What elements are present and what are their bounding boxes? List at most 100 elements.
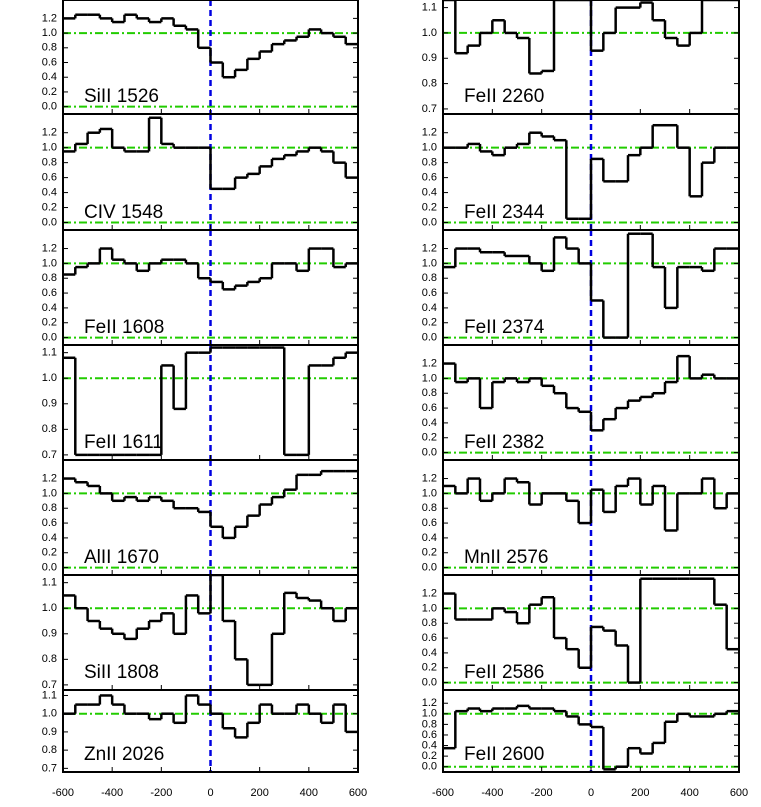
- y-tick-label: 0.8: [42, 272, 57, 284]
- y-tick-label: 0.6: [422, 172, 437, 184]
- y-tick-label: 0.8: [422, 718, 437, 730]
- y-tick-label: 1.2: [422, 697, 437, 709]
- x-tick-label: 200: [631, 787, 649, 799]
- line-label: CIV 1548: [84, 202, 163, 223]
- y-tick-label: 0.6: [42, 287, 57, 299]
- y-tick-label: 0.8: [422, 78, 437, 90]
- y-tick-label: 1.0: [422, 257, 437, 269]
- panel: [63, 345, 358, 460]
- y-tick-label: 0.8: [42, 744, 57, 756]
- panel: [63, 460, 358, 575]
- y-tick-label: 0.2: [422, 432, 437, 444]
- y-tick-label: 0.0: [422, 561, 437, 573]
- line-label: SiII 1808: [84, 662, 159, 683]
- y-tick-label: 0.4: [42, 302, 57, 314]
- y-tick-label: 0.7: [42, 679, 57, 691]
- panel: [443, 690, 739, 772]
- y-tick-label: 0.9: [42, 398, 57, 410]
- x-tick-label: -400: [481, 787, 503, 799]
- line-label: FeII 2586: [464, 662, 544, 683]
- y-tick-label: 1.0: [42, 487, 57, 499]
- y-tick-label: 1.2: [42, 472, 57, 484]
- x-tick-label: -200: [531, 787, 553, 799]
- panel: [443, 230, 739, 345]
- y-tick-label: 1.0: [42, 142, 57, 154]
- y-tick-label: 0.0: [422, 216, 437, 228]
- y-tick-label: 0.8: [422, 387, 437, 399]
- x-tick-label: -600: [432, 787, 454, 799]
- y-tick-label: 0.8: [422, 272, 437, 284]
- y-tick-label: 0.8: [42, 42, 57, 54]
- x-tick-label: 0: [207, 787, 213, 799]
- y-tick-label: 1.0: [422, 708, 437, 720]
- line-label: FeII 2260: [464, 86, 544, 107]
- panel: [63, 575, 358, 690]
- y-tick-label: 1.2: [422, 127, 437, 139]
- line-label: FeII 2374: [464, 317, 545, 338]
- y-tick-label: 0.6: [42, 517, 57, 529]
- y-tick-label: 0.8: [42, 423, 57, 435]
- y-tick-label: 0.4: [422, 417, 437, 429]
- y-tick-label: 0.0: [42, 216, 57, 228]
- y-tick-label: 0.4: [422, 302, 437, 314]
- panel: [443, 0, 739, 114]
- y-tick-label: 0.8: [42, 653, 57, 665]
- y-tick-label: 0.2: [422, 317, 437, 329]
- line-label: FeII 1611: [84, 432, 163, 453]
- x-tick-label: -400: [101, 787, 123, 799]
- y-tick-label: 1.2: [422, 472, 437, 484]
- y-tick-label: 1.1: [422, 2, 437, 14]
- panel: [63, 230, 358, 345]
- y-tick-label: 0.6: [422, 729, 437, 741]
- line-label: FeII 2600: [464, 744, 544, 765]
- y-tick-label: 1.0: [422, 142, 437, 154]
- y-tick-label: 0.6: [422, 517, 437, 529]
- panel: [443, 460, 739, 575]
- y-tick-label: 0.0: [422, 446, 437, 458]
- y-tick-label: 0.4: [42, 71, 57, 83]
- y-tick-label: 0.7: [42, 449, 57, 461]
- y-tick-label: 1.0: [422, 602, 437, 614]
- y-tick-label: 0.8: [422, 157, 437, 169]
- y-tick-label: 0.6: [422, 287, 437, 299]
- x-tick-label: 200: [250, 787, 268, 799]
- y-tick-label: 1.1: [42, 689, 57, 701]
- y-tick-label: 0.4: [422, 739, 437, 751]
- panel: [443, 114, 739, 230]
- y-tick-label: 1.0: [42, 602, 57, 614]
- x-tick-label: 0: [588, 787, 594, 799]
- y-tick-label: 0.8: [422, 617, 437, 629]
- y-tick-label: 0.2: [422, 662, 437, 674]
- y-tick-label: 0.4: [422, 186, 437, 198]
- y-tick-label: 1.2: [42, 242, 57, 254]
- y-tick-label: 0.0: [42, 101, 57, 113]
- y-tick-label: 1.0: [422, 372, 437, 384]
- y-tick-label: 1.0: [422, 487, 437, 499]
- line-label: FeII 1608: [84, 317, 164, 338]
- y-tick-label: 0.2: [422, 750, 437, 762]
- panel: [63, 0, 358, 114]
- x-tick-label: -200: [150, 787, 172, 799]
- y-tick-label: 0.4: [422, 647, 437, 659]
- line-label: ZnII 2026: [84, 744, 164, 765]
- x-tick-label: 600: [349, 787, 367, 799]
- x-tick-label: -600: [52, 787, 74, 799]
- y-tick-label: 1.2: [422, 242, 437, 254]
- y-tick-label: 0.4: [42, 186, 57, 198]
- line-label: FeII 2344: [464, 202, 545, 223]
- y-tick-label: 0.9: [422, 52, 437, 64]
- y-tick-label: 0.4: [422, 532, 437, 544]
- y-tick-label: 0.2: [42, 86, 57, 98]
- y-tick-label: 0.0: [422, 676, 437, 688]
- y-tick-label: 0.8: [422, 502, 437, 514]
- y-tick-label: 1.0: [42, 27, 57, 39]
- y-tick-label: 0.6: [422, 402, 437, 414]
- y-tick-label: 0.2: [42, 317, 57, 329]
- y-tick-label: 0.2: [42, 201, 57, 213]
- y-tick-label: 1.2: [42, 12, 57, 24]
- y-tick-label: 0.6: [42, 172, 57, 184]
- line-label: MnII 2576: [464, 547, 549, 568]
- y-tick-label: 0.7: [42, 762, 57, 774]
